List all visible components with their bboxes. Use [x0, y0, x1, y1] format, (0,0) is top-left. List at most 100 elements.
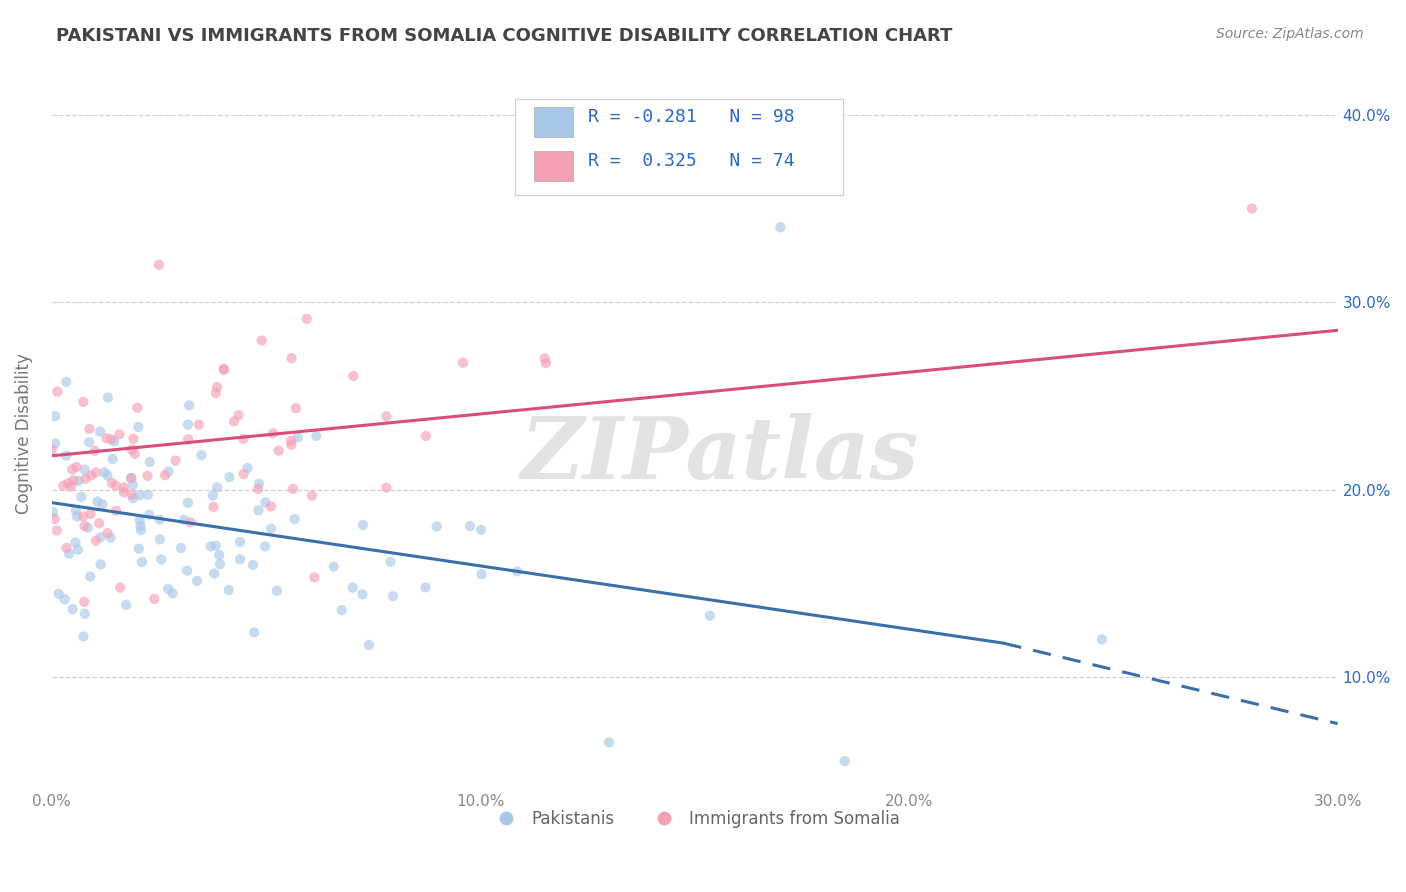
- Point: [177, 496, 200, 510]
- Point: [70, 490, 93, 504]
- Point: [426, 519, 449, 533]
- Point: [96, 431, 118, 445]
- Point: [162, 586, 184, 600]
- Point: [202, 500, 225, 514]
- Point: [138, 508, 160, 522]
- Point: [283, 512, 305, 526]
- Point: [382, 589, 405, 603]
- Text: PAKISTANI VS IMMIGRANTS FROM SOMALIA COGNITIVE DISABILITY CORRELATION CHART: PAKISTANI VS IMMIGRANTS FROM SOMALIA COG…: [56, 27, 953, 45]
- Point: [120, 471, 142, 485]
- Point: [470, 567, 492, 582]
- Y-axis label: Cognitive Disability: Cognitive Disability: [15, 353, 32, 514]
- Point: [380, 555, 402, 569]
- Point: [121, 471, 143, 485]
- Point: [190, 448, 212, 462]
- Point: [281, 482, 304, 496]
- Point: [79, 569, 101, 583]
- Point: [342, 581, 364, 595]
- Point: [65, 535, 87, 549]
- Point: [352, 518, 374, 533]
- Point: [205, 380, 228, 394]
- Point: [352, 587, 374, 601]
- Point: [208, 548, 231, 562]
- Text: R = -0.281   N = 98: R = -0.281 N = 98: [588, 108, 794, 127]
- Point: [138, 455, 160, 469]
- Point: [108, 427, 131, 442]
- Point: [112, 481, 135, 495]
- Point: [73, 462, 96, 476]
- Point: [375, 409, 398, 424]
- Point: [208, 557, 231, 571]
- Point: [100, 475, 122, 490]
- Point: [229, 552, 252, 566]
- Point: [97, 391, 120, 405]
- Point: [73, 595, 96, 609]
- Point: [262, 426, 284, 441]
- Point: [254, 495, 277, 509]
- Point: [280, 351, 302, 366]
- Point: [121, 488, 143, 502]
- Point: [266, 583, 288, 598]
- Point: [84, 466, 107, 480]
- Point: [179, 516, 201, 530]
- Point: [170, 541, 193, 555]
- Point: [96, 468, 118, 483]
- Point: [127, 401, 149, 415]
- FancyBboxPatch shape: [515, 99, 842, 194]
- Text: Source: ZipAtlas.com: Source: ZipAtlas.com: [1216, 27, 1364, 41]
- Point: [157, 465, 180, 479]
- Point: [55, 449, 77, 463]
- Point: [75, 472, 97, 486]
- Point: [58, 547, 80, 561]
- Text: R =  0.325   N = 74: R = 0.325 N = 74: [588, 153, 794, 170]
- Point: [229, 535, 252, 549]
- Point: [129, 518, 152, 533]
- Point: [55, 375, 77, 389]
- Point: [247, 482, 270, 496]
- Point: [153, 468, 176, 483]
- Point: [330, 603, 353, 617]
- Point: [451, 356, 474, 370]
- Point: [218, 582, 240, 597]
- Point: [177, 432, 200, 446]
- Point: [91, 497, 114, 511]
- Point: [254, 540, 277, 554]
- Point: [1091, 632, 1114, 647]
- Point: [212, 361, 235, 376]
- Point: [65, 503, 87, 517]
- Point: [280, 438, 302, 452]
- Point: [322, 559, 344, 574]
- Point: [415, 580, 437, 594]
- Point: [284, 401, 307, 416]
- Point: [236, 461, 259, 475]
- Point: [205, 385, 228, 400]
- Point: [131, 555, 153, 569]
- Point: [128, 488, 150, 502]
- Point: [96, 526, 118, 541]
- Point: [243, 625, 266, 640]
- Point: [48, 587, 70, 601]
- Point: [89, 530, 111, 544]
- Point: [1240, 202, 1263, 216]
- Point: [143, 591, 166, 606]
- Point: [55, 541, 77, 555]
- Point: [506, 564, 529, 578]
- Point: [242, 558, 264, 572]
- Point: [84, 533, 107, 548]
- Point: [415, 429, 437, 443]
- Point: [65, 459, 87, 474]
- Point: [212, 363, 235, 377]
- Point: [232, 432, 254, 446]
- Point: [136, 468, 159, 483]
- Point: [834, 754, 856, 768]
- Point: [72, 629, 94, 643]
- Point: [177, 417, 200, 432]
- Point: [59, 479, 82, 493]
- Point: [149, 512, 172, 526]
- Point: [176, 564, 198, 578]
- Point: [202, 566, 225, 581]
- Point: [62, 602, 84, 616]
- Point: [128, 541, 150, 556]
- Point: [100, 531, 122, 545]
- Point: [699, 608, 721, 623]
